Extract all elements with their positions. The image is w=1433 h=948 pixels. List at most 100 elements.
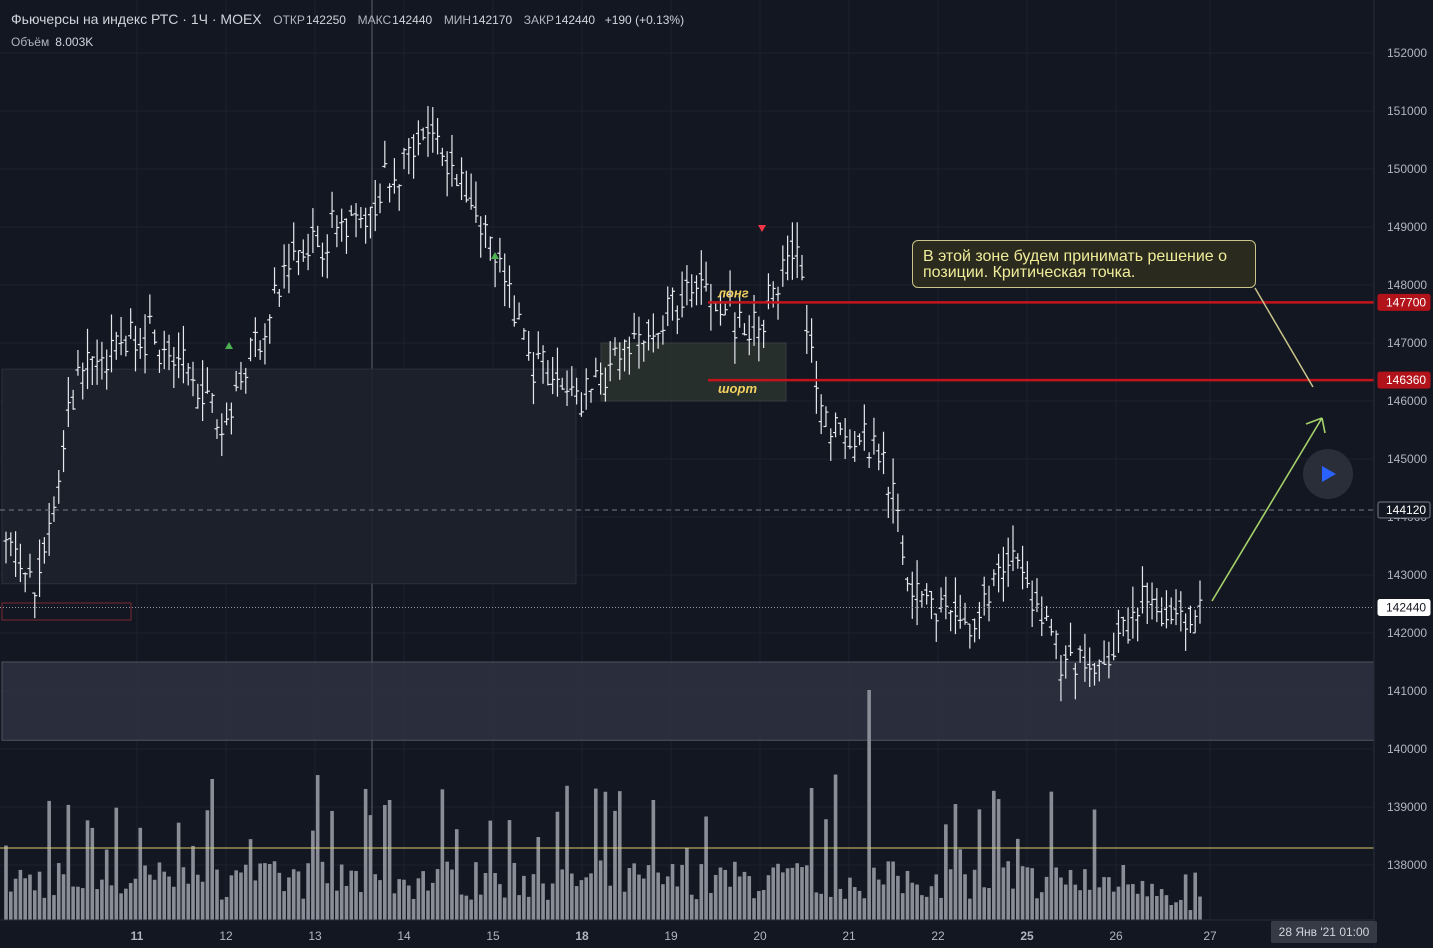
volume-bar — [167, 876, 171, 920]
time-axis: 11 12 13 14 15 18 19 20 21 22 25 26 27 — [0, 919, 1374, 948]
price-tick: 139000 — [1387, 800, 1427, 814]
volume-bar — [761, 889, 766, 920]
volume-legend[interactable]: Объём 8.003K — [11, 35, 93, 49]
zone-bottom — [1, 661, 1375, 741]
time-tick: 21 — [842, 929, 856, 943]
callout-note[interactable]: В этой зоне будем принимать решение о по… — [912, 240, 1256, 288]
volume-bar — [723, 869, 728, 920]
volume-bar — [320, 861, 325, 920]
volume-bar — [603, 791, 608, 920]
volume-bar — [1131, 884, 1135, 920]
close-value: 142440 — [555, 13, 596, 27]
volume-bar — [876, 879, 881, 920]
volume-bar — [291, 869, 296, 920]
volume-bar — [37, 871, 42, 920]
volume-bar — [953, 804, 958, 920]
volume-bar — [402, 879, 406, 920]
volume-bar — [526, 896, 531, 920]
volume-bar — [61, 874, 66, 920]
volume-bar — [881, 884, 886, 920]
volume-bar — [512, 862, 517, 920]
volume-bar — [191, 845, 195, 920]
volume-bar — [541, 883, 545, 920]
volume-bar — [809, 788, 814, 920]
volume-bar — [243, 864, 248, 920]
volume-bar — [934, 874, 939, 920]
volume-bar — [23, 878, 27, 920]
volume-bar — [982, 887, 987, 920]
volume-bar — [992, 790, 996, 920]
overlay: лонг шорт — [717, 285, 1326, 602]
volume-bar — [594, 788, 598, 920]
volume-bar — [493, 873, 497, 920]
volume-bar — [891, 861, 895, 920]
volume-bar — [1092, 809, 1097, 920]
volume-bar — [76, 886, 80, 920]
time-axis-bg — [0, 920, 1374, 948]
volume-bar — [852, 887, 857, 920]
volume-bar — [718, 867, 723, 920]
volume-bar — [987, 888, 991, 920]
time-tick: 15 — [486, 929, 500, 943]
price-tick: 138000 — [1387, 858, 1427, 872]
volume-bar — [680, 864, 684, 920]
volume-bar — [339, 864, 344, 920]
volume-bar — [646, 865, 651, 920]
volume-bar — [416, 878, 421, 920]
volume-bar — [1068, 869, 1073, 920]
time-tick: 20 — [753, 929, 767, 943]
volume-bar — [459, 894, 464, 920]
volume-bar — [1044, 876, 1049, 920]
volume-bar — [325, 883, 330, 920]
price-label-bg — [1377, 501, 1431, 519]
volume-bar — [239, 872, 243, 920]
volume-bar — [757, 891, 761, 920]
volume-bar — [857, 890, 862, 920]
volume-bar — [13, 878, 18, 920]
volume-bar — [507, 820, 512, 920]
symbol-title[interactable]: Фьючерсы на индекс РТС · 1Ч · MOEX — [11, 11, 262, 27]
long-label: лонг — [717, 285, 749, 300]
volume-bar — [939, 897, 943, 920]
volume-bar — [296, 871, 301, 920]
open-value: 142250 — [305, 13, 346, 27]
volume-bar — [1174, 902, 1178, 920]
volume-bar — [104, 849, 109, 920]
volume-bar — [469, 899, 473, 920]
volume-bar — [920, 895, 924, 920]
volume-bar — [1025, 867, 1030, 920]
volume-bar — [781, 872, 785, 920]
volume-bar — [1155, 896, 1159, 920]
volume-bar — [435, 869, 440, 920]
zone-small-red — [1, 602, 132, 621]
volume-bar — [968, 898, 972, 920]
play-button[interactable] — [1303, 449, 1353, 499]
price-label-bg — [1377, 371, 1431, 389]
price-label: 144120 — [1386, 503, 1426, 517]
volume-bar — [344, 885, 349, 920]
volume-bar — [450, 869, 454, 920]
volume-bar — [996, 799, 1001, 920]
volume-bar — [915, 884, 919, 920]
volume-bar — [224, 896, 229, 920]
volume-bar — [109, 885, 114, 920]
volume-bar — [1015, 838, 1020, 920]
volume-bar — [263, 863, 267, 920]
volume-bar — [1083, 869, 1087, 920]
volume-bar — [90, 827, 95, 920]
volume-bar — [728, 886, 732, 920]
volume-bar — [287, 877, 291, 920]
volume-bar — [1035, 898, 1039, 920]
volume-bar — [152, 879, 157, 920]
close-label: ЗАКР — [523, 13, 555, 27]
volume-bar — [430, 882, 435, 920]
volume-bar — [742, 871, 747, 920]
time-tick: 11 — [131, 929, 144, 943]
volume-bar — [277, 872, 282, 920]
price-label: 146360 — [1386, 373, 1426, 387]
volume-bar — [354, 870, 358, 920]
play-icon — [1322, 466, 1336, 482]
volume-bar — [632, 863, 636, 920]
volume-bar — [694, 899, 699, 920]
